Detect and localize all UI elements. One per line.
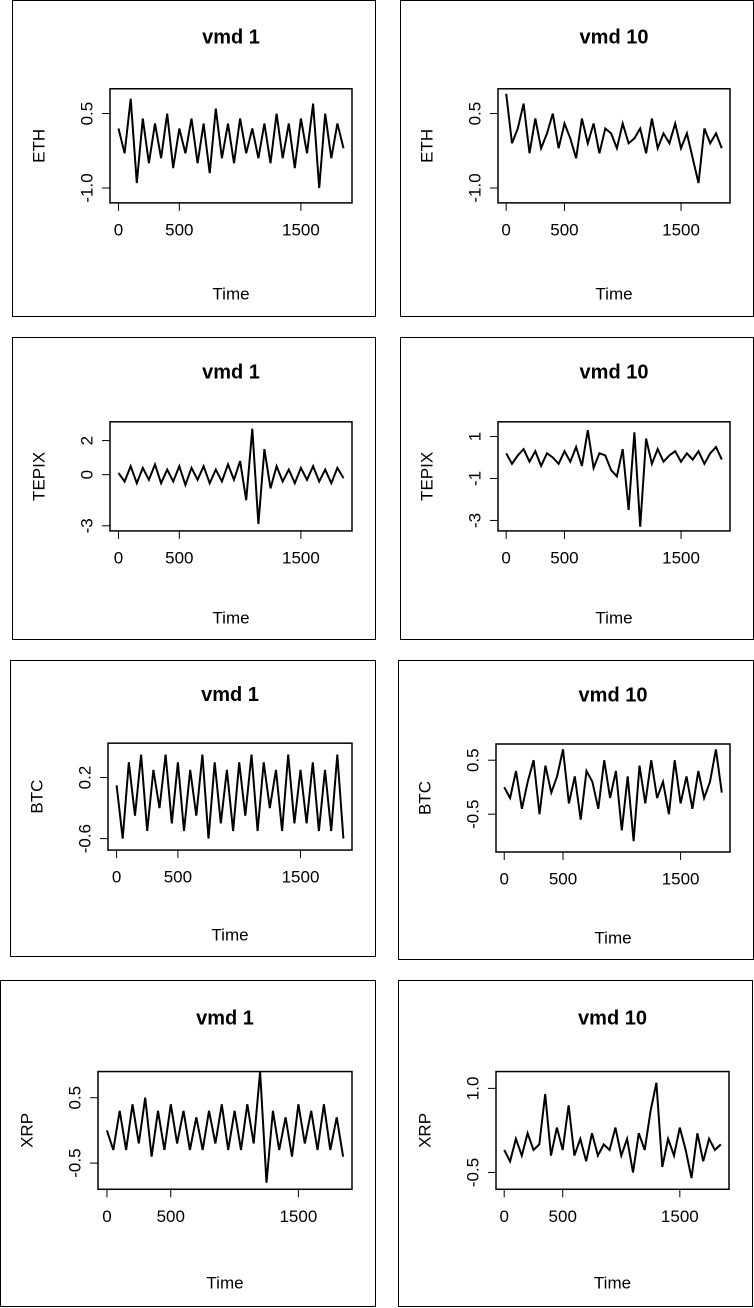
plot-box	[497, 88, 731, 204]
panel-border	[398, 660, 754, 960]
x-tick-label: 1500	[282, 548, 320, 567]
y-axis-label: XRP	[415, 1113, 434, 1148]
x-tick-label: 0	[499, 1207, 508, 1226]
data-line	[503, 1082, 722, 1179]
y-tick-label: -1.0	[465, 173, 484, 202]
x-tick-label: 0	[501, 220, 510, 239]
plot-box	[495, 743, 731, 853]
y-tick-label: 0.2	[75, 766, 94, 790]
data-line	[117, 428, 345, 525]
data-line	[115, 754, 345, 839]
x-axis-label: Time	[595, 608, 632, 627]
x-tick-label: 1500	[282, 868, 320, 887]
x-tick-label: 0	[112, 868, 121, 887]
y-axis-label: TEPIX	[29, 452, 48, 501]
chart-title: vmd 10	[578, 1008, 647, 1030]
panel-border	[12, 0, 376, 317]
y-tick-label: 0.5	[65, 1086, 84, 1110]
x-axis-label: Time	[206, 1274, 243, 1293]
x-axis-label: Time	[212, 284, 249, 303]
x-tick-label: 1500	[662, 869, 700, 888]
y-tick-label: -0.5	[65, 1148, 84, 1177]
plot-box	[495, 1070, 730, 1191]
x-tick-label: 500	[550, 548, 578, 567]
x-tick-label: 1500	[282, 220, 320, 239]
data-line	[105, 1071, 345, 1183]
chart-title: vmd 10	[580, 362, 649, 384]
y-tick-label: 0.5	[77, 102, 96, 126]
x-tick-label: 1500	[661, 1207, 699, 1226]
y-tick-label: -3	[465, 513, 484, 528]
x-tick-label: 0	[102, 1207, 111, 1226]
x-tick-label: 0	[114, 220, 123, 239]
y-tick-label: -0.6	[75, 824, 94, 853]
x-tick-label: 500	[164, 868, 192, 887]
data-line	[503, 749, 723, 842]
y-tick-label: 0.5	[465, 102, 484, 126]
panel-border	[12, 337, 376, 640]
x-axis-label: Time	[212, 608, 249, 627]
x-tick-label: 0	[499, 869, 508, 888]
plot-box	[497, 421, 731, 532]
chart-title: vmd 1	[196, 1008, 254, 1030]
x-tick-label: 1500	[279, 1207, 317, 1226]
chart-title: vmd 1	[201, 684, 259, 706]
x-axis-label: Time	[594, 1274, 631, 1293]
y-axis-label: TEPIX	[417, 452, 436, 501]
y-axis-label: XRP	[17, 1113, 36, 1148]
y-axis-label: ETH	[29, 129, 48, 163]
y-axis-label: ETH	[417, 129, 436, 163]
x-axis-label: Time	[595, 284, 632, 303]
x-tick-label: 1500	[662, 548, 700, 567]
y-tick-label: -1.0	[77, 173, 96, 202]
y-tick-label: 0	[77, 470, 96, 479]
chart-title: vmd 10	[580, 26, 649, 48]
x-tick-label: 0	[501, 548, 510, 567]
panel-border	[400, 337, 754, 640]
y-tick-label: 0.5	[463, 748, 482, 772]
chart-title: vmd 10	[579, 684, 648, 706]
y-axis-label: BTC	[27, 780, 46, 814]
data-line	[505, 430, 723, 527]
chart-title: vmd 1	[202, 362, 260, 384]
x-tick-label: 500	[549, 869, 577, 888]
y-axis-label: BTC	[415, 781, 434, 815]
x-tick-label: 500	[549, 1207, 577, 1226]
data-line	[117, 98, 345, 189]
x-tick-label: 500	[165, 220, 193, 239]
plot-box	[107, 742, 353, 851]
x-tick-label: 1500	[662, 220, 700, 239]
plot-box	[109, 88, 353, 204]
y-tick-label: -0.5	[463, 1158, 482, 1187]
plot-box	[97, 1070, 353, 1191]
x-axis-label: Time	[211, 926, 248, 945]
plot-box	[109, 421, 353, 532]
y-tick-label: -1	[465, 471, 484, 486]
y-tick-label: 1	[465, 432, 484, 441]
x-tick-label: 500	[157, 1207, 185, 1226]
x-tick-label: 500	[550, 220, 578, 239]
x-axis-label: Time	[594, 928, 631, 947]
x-tick-label: 0	[114, 548, 123, 567]
panel-border	[0, 980, 376, 1307]
y-tick-label: 1.0	[463, 1077, 482, 1101]
panel-border	[398, 980, 753, 1307]
y-tick-label: -0.5	[463, 800, 482, 829]
chart-title: vmd 1	[202, 26, 260, 48]
y-tick-label: -3	[77, 518, 96, 533]
panel-border	[10, 660, 376, 957]
y-tick-label: 2	[77, 436, 96, 445]
x-tick-label: 500	[165, 548, 193, 567]
data-line	[505, 93, 723, 184]
